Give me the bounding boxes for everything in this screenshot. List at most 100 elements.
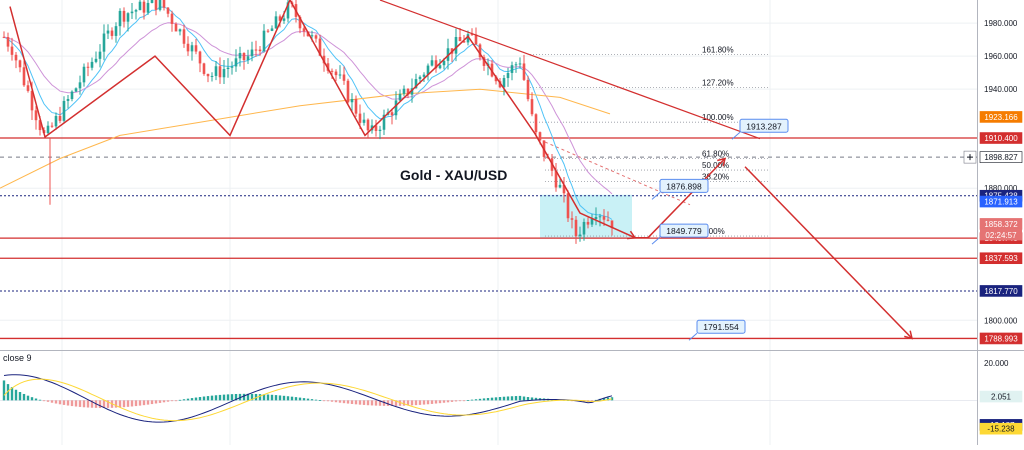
histogram-bar bbox=[294, 397, 298, 401]
histogram-bar bbox=[350, 400, 354, 404]
candle-body bbox=[22, 67, 26, 86]
histogram-bar bbox=[246, 393, 250, 401]
candle-body bbox=[406, 88, 410, 95]
candle-body bbox=[14, 54, 18, 61]
histogram-bar bbox=[190, 398, 194, 401]
histogram-bar bbox=[494, 397, 498, 401]
candle-body bbox=[262, 30, 266, 52]
indicator-badge: 2.051 bbox=[979, 390, 1023, 403]
histogram-bar bbox=[134, 400, 138, 407]
candle-body bbox=[186, 43, 190, 52]
histogram-bar bbox=[306, 398, 310, 401]
candle-body bbox=[246, 56, 250, 61]
price-callout[interactable]: 1791.554 bbox=[688, 319, 746, 341]
candle-body bbox=[534, 114, 538, 133]
candle-body bbox=[166, 7, 170, 14]
level-price-badge-label: 1817.770 bbox=[984, 287, 1018, 296]
candle-body bbox=[554, 170, 558, 188]
candle-body bbox=[458, 37, 462, 42]
histogram-bar bbox=[118, 400, 122, 408]
price-badge: 1898.827 bbox=[979, 151, 1023, 163]
histogram-bar bbox=[606, 397, 610, 401]
price-callout[interactable]: 1849.779 bbox=[651, 223, 709, 245]
histogram-bar bbox=[82, 400, 86, 408]
candle-body bbox=[430, 60, 434, 66]
candle-body bbox=[322, 55, 326, 64]
histogram-bar bbox=[470, 399, 474, 401]
histogram-bar bbox=[534, 397, 538, 401]
histogram-bar bbox=[26, 395, 30, 401]
indicator-badge-label: 2.051 bbox=[991, 393, 1012, 402]
level-price-badge-bg bbox=[979, 285, 1023, 297]
histogram-bar bbox=[282, 395, 286, 401]
fib-label: 0.00% bbox=[702, 227, 725, 236]
callout-label: 1913.287 bbox=[746, 121, 782, 131]
level-price-badge-label: 1837.593 bbox=[984, 254, 1018, 263]
candle-body bbox=[122, 10, 126, 22]
histogram-bar bbox=[502, 396, 506, 401]
candle-body bbox=[562, 184, 566, 194]
callout-pointer bbox=[651, 236, 661, 245]
fib-trend-line bbox=[544, 141, 691, 206]
candle-body bbox=[454, 37, 458, 54]
price-badge: 1871.913 bbox=[979, 195, 1023, 208]
histogram-bar bbox=[526, 397, 530, 401]
projection-arrow-line bbox=[744, 166, 913, 339]
candle-body bbox=[270, 28, 274, 31]
histogram-bar bbox=[538, 398, 542, 401]
candle-body bbox=[526, 79, 530, 100]
candle-body bbox=[62, 100, 66, 121]
candle-body bbox=[46, 125, 50, 134]
price-callout[interactable]: 1913.287 bbox=[731, 118, 789, 140]
indicator-tick-label: 20.000 bbox=[984, 359, 1009, 368]
histogram-bar bbox=[610, 397, 614, 401]
candle-body bbox=[154, 0, 158, 10]
histogram-bar bbox=[510, 396, 514, 401]
candle-body bbox=[574, 219, 578, 237]
price-callout[interactable]: 1876.898 bbox=[651, 178, 709, 200]
histogram-bar bbox=[170, 400, 174, 402]
level-price-badge-bg bbox=[979, 252, 1023, 265]
candle-body bbox=[114, 26, 118, 36]
candle-body bbox=[162, 0, 166, 8]
projection-arrow-head bbox=[904, 330, 914, 340]
fib-label: 161.80% bbox=[702, 45, 734, 54]
histogram-bar bbox=[518, 395, 522, 401]
histogram-bar bbox=[342, 400, 346, 404]
histogram-bar bbox=[458, 400, 462, 402]
candle-body bbox=[398, 93, 402, 101]
level-price-badge-bg bbox=[979, 332, 1023, 345]
candle-body bbox=[342, 74, 346, 81]
histogram-bar bbox=[522, 396, 526, 401]
level-price-badge: 1788.993 bbox=[979, 332, 1023, 345]
candle-body bbox=[26, 85, 30, 91]
price-badge-label: 1871.913 bbox=[984, 198, 1018, 207]
candle-body bbox=[350, 98, 354, 103]
histogram-bar bbox=[474, 399, 478, 401]
histogram-bar bbox=[298, 397, 302, 401]
indicator-badge-bg bbox=[979, 422, 1023, 435]
price-badge-label: 1858.372 bbox=[984, 220, 1018, 229]
candle-body bbox=[538, 132, 542, 141]
histogram-bar bbox=[482, 398, 486, 401]
histogram-bar bbox=[486, 398, 490, 401]
histogram-bar bbox=[462, 400, 466, 402]
price-tick-label: 1880.000 bbox=[984, 184, 1018, 193]
candle-body bbox=[334, 71, 338, 76]
countdown-badge: 02:24:57 bbox=[980, 229, 1022, 241]
candle-body bbox=[506, 72, 510, 79]
histogram-bar bbox=[398, 400, 402, 406]
histogram-bar bbox=[594, 399, 598, 401]
histogram-bar bbox=[390, 400, 394, 406]
indicator-badge-bg bbox=[979, 390, 1023, 403]
crosshair-plus-icon[interactable] bbox=[963, 150, 977, 164]
histogram-bar bbox=[310, 399, 314, 401]
price-tick-label: 1940.000 bbox=[984, 85, 1018, 94]
histogram-bar bbox=[106, 400, 110, 408]
candle-body bbox=[214, 66, 218, 76]
callout-pointer bbox=[688, 332, 698, 341]
histogram-bar bbox=[366, 400, 370, 406]
descending-trendline bbox=[379, 0, 761, 140]
